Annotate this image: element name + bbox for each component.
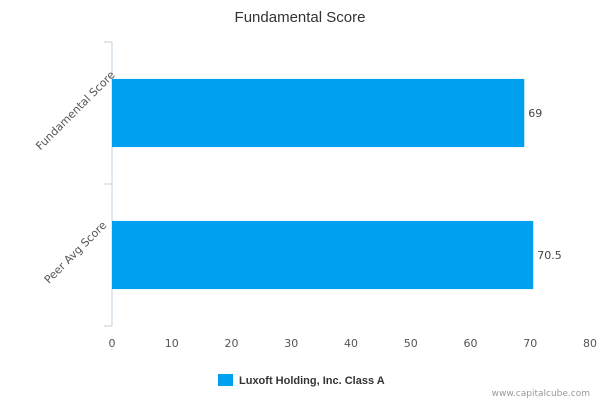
data-label: 70.5 (537, 249, 562, 262)
category-label: Fundamental Score (33, 68, 117, 152)
x-tick-label: 20 (225, 337, 239, 350)
x-tick-label: 10 (165, 337, 179, 350)
credit-text: www.capitalcube.com (492, 389, 590, 399)
bar (112, 220, 534, 290)
data-label: 69 (528, 107, 542, 120)
x-tick-label: 50 (404, 337, 418, 350)
plot-area: 69 Fundamental Score 70.5 Peer Avg Score 0 10… (33, 41, 597, 350)
chart-title: Fundamental Score (235, 9, 366, 26)
x-tick-label: 70 (523, 337, 537, 350)
legend: Luxoft Holding, Inc. Class A (218, 374, 385, 387)
legend-swatch (218, 374, 233, 386)
x-tick-label: 80 (583, 337, 597, 350)
x-tick-label: 40 (344, 337, 358, 350)
bar (112, 78, 525, 148)
category-label: Peer Avg Score (42, 219, 110, 287)
x-tick-label: 60 (464, 337, 478, 350)
x-tick-label: 30 (284, 337, 298, 350)
x-tick-label: 0 (109, 337, 116, 350)
legend-label: Luxoft Holding, Inc. Class A (239, 375, 385, 387)
